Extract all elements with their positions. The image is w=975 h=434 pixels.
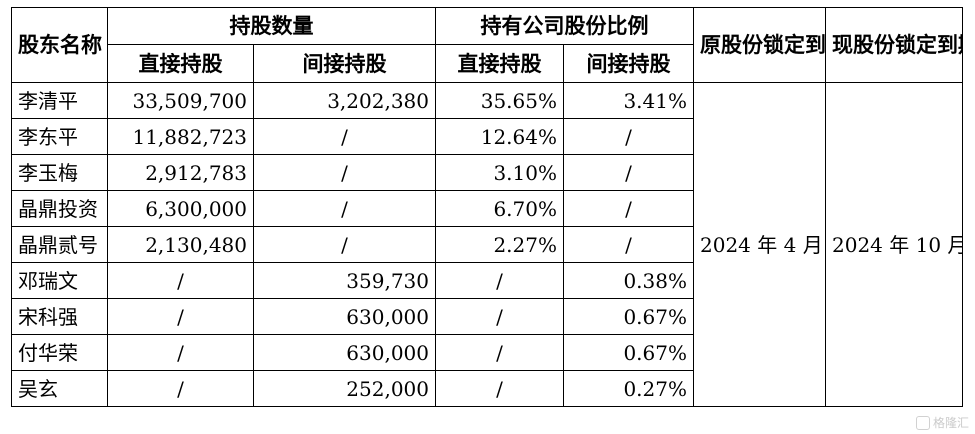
header-holding-quantity: 持股数量 bbox=[107, 7, 436, 45]
table-row: 李玉梅 2,912,783 / 3.10% / bbox=[11, 154, 963, 191]
indirect-quantity: / bbox=[253, 154, 436, 191]
indirect-quantity: / bbox=[253, 190, 436, 227]
header-direct-quantity: 直接持股 bbox=[107, 44, 254, 83]
shareholder-name: 李东平 bbox=[11, 118, 108, 155]
direct-quantity: / bbox=[107, 370, 254, 407]
indirect-ratio: 0.67% bbox=[563, 334, 694, 371]
gelonghui-logo-icon bbox=[915, 415, 930, 430]
current-lock-date-value: 2024 年 10 月 19 日 bbox=[825, 82, 963, 407]
indirect-ratio: / bbox=[563, 118, 694, 155]
indirect-ratio: 0.67% bbox=[563, 298, 694, 335]
header-holding-ratio: 持有公司股份比例 bbox=[435, 7, 694, 45]
direct-quantity: 2,912,783 bbox=[107, 154, 254, 191]
header-direct-ratio: 直接持股 bbox=[435, 44, 564, 83]
header-indirect-quantity: 间接持股 bbox=[253, 44, 436, 83]
direct-ratio: / bbox=[435, 334, 564, 371]
header-shareholder-name: 股东名称 bbox=[11, 7, 108, 83]
indirect-quantity: 630,000 bbox=[253, 298, 436, 335]
shareholder-name: 吴玄 bbox=[11, 370, 108, 407]
shareholder-name: 晶鼎贰号 bbox=[11, 226, 108, 263]
direct-ratio: 3.10% bbox=[435, 154, 564, 191]
direct-ratio: 6.70% bbox=[435, 190, 564, 227]
direct-ratio: 12.64% bbox=[435, 118, 564, 155]
indirect-ratio: / bbox=[563, 226, 694, 263]
share-lockup-table: 股东名称 持股数量 持有公司股份比例 原股份锁定到期日 现股份锁定到期日 直接持… bbox=[11, 7, 963, 407]
direct-ratio: / bbox=[435, 262, 564, 299]
watermark-text: 格隆汇 bbox=[932, 416, 969, 430]
direct-quantity: / bbox=[107, 298, 254, 335]
direct-quantity: 11,882,723 bbox=[107, 118, 254, 155]
watermark: 格隆汇 bbox=[915, 414, 969, 431]
table-row: 邓瑞文 / 359,730 / 0.38% bbox=[11, 262, 963, 299]
indirect-quantity: 359,730 bbox=[253, 262, 436, 299]
direct-quantity: / bbox=[107, 262, 254, 299]
direct-ratio: / bbox=[435, 370, 564, 407]
header-indirect-ratio: 间接持股 bbox=[563, 44, 694, 83]
direct-quantity: 2,130,480 bbox=[107, 226, 254, 263]
shareholder-name: 晶鼎投资 bbox=[11, 190, 108, 227]
shareholder-name: 李玉梅 bbox=[11, 154, 108, 191]
header-current-lock-date: 现股份锁定到期日 bbox=[825, 7, 963, 83]
direct-quantity: / bbox=[107, 334, 254, 371]
indirect-ratio: / bbox=[563, 154, 694, 191]
indirect-quantity: 3,202,380 bbox=[253, 82, 436, 119]
direct-quantity: 33,509,700 bbox=[107, 82, 254, 119]
indirect-ratio: 0.27% bbox=[563, 370, 694, 407]
shareholder-name: 宋科强 bbox=[11, 298, 108, 335]
indirect-ratio: / bbox=[563, 190, 694, 227]
indirect-quantity: / bbox=[253, 226, 436, 263]
direct-ratio: 35.65% bbox=[435, 82, 564, 119]
direct-ratio: 2.27% bbox=[435, 226, 564, 263]
table-row: 付华荣 / 630,000 / 0.67% bbox=[11, 334, 963, 371]
shareholder-name: 李清平 bbox=[11, 82, 108, 119]
original-lock-date-value: 2024 年 4 月 19 日 bbox=[693, 82, 826, 407]
indirect-quantity: 630,000 bbox=[253, 334, 436, 371]
shareholder-name: 付华荣 bbox=[11, 334, 108, 371]
indirect-ratio: 0.38% bbox=[563, 262, 694, 299]
indirect-ratio: 3.41% bbox=[563, 82, 694, 119]
indirect-quantity: 252,000 bbox=[253, 370, 436, 407]
header-row-top: 股东名称 持股数量 持有公司股份比例 原股份锁定到期日 现股份锁定到期日 bbox=[11, 7, 963, 83]
direct-ratio: / bbox=[435, 298, 564, 335]
direct-quantity: 6,300,000 bbox=[107, 190, 254, 227]
shareholder-name: 邓瑞文 bbox=[11, 262, 108, 299]
table-row: 吴玄 / 252,000 / 0.27% bbox=[11, 370, 963, 407]
table-row: 宋科强 / 630,000 / 0.67% bbox=[11, 298, 963, 335]
table-row: 李清平 33,509,700 3,202,380 35.65% 3.41% 20… bbox=[11, 82, 963, 407]
indirect-quantity: / bbox=[253, 118, 436, 155]
header-original-lock-date: 原股份锁定到期日 bbox=[693, 7, 826, 83]
